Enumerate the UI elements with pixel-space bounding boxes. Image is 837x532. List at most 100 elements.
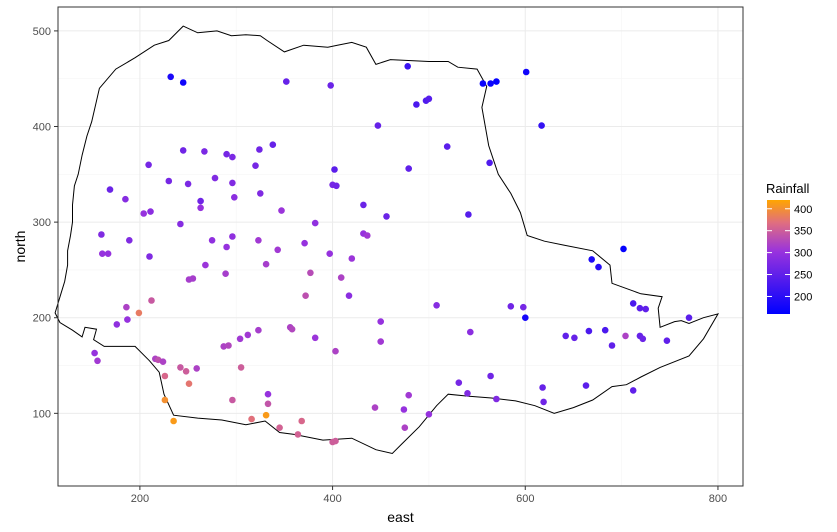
data-point xyxy=(487,80,494,87)
data-point xyxy=(620,245,627,253)
data-point xyxy=(493,395,500,403)
data-point xyxy=(140,210,147,217)
data-point xyxy=(278,207,285,214)
data-point xyxy=(642,305,649,313)
data-point xyxy=(202,261,209,269)
data-point xyxy=(211,174,219,182)
data-point xyxy=(274,246,282,254)
data-point xyxy=(479,80,487,87)
data-point xyxy=(165,177,173,185)
data-point xyxy=(231,194,238,201)
data-point xyxy=(425,411,433,418)
y-axis: 100 200 300 400 500 xyxy=(33,26,58,420)
x-tick-label: 600 xyxy=(516,493,534,505)
data-point xyxy=(167,73,174,81)
data-point xyxy=(113,321,121,328)
legend-title: Rainfall xyxy=(766,181,809,196)
data-point xyxy=(170,417,177,425)
data-point xyxy=(595,263,602,271)
data-point xyxy=(124,316,131,323)
data-point xyxy=(177,220,184,228)
data-point xyxy=(522,68,530,76)
data-point xyxy=(223,243,230,251)
data-point xyxy=(148,297,155,304)
data-point xyxy=(383,213,390,220)
data-point xyxy=(255,237,262,244)
data-point xyxy=(262,411,270,419)
data-point xyxy=(464,390,471,397)
data-point xyxy=(520,303,527,311)
data-point xyxy=(236,335,244,343)
data-point xyxy=(256,146,263,153)
data-point xyxy=(404,63,412,70)
data-point xyxy=(377,338,385,345)
data-point xyxy=(135,309,143,317)
data-point xyxy=(601,326,609,334)
data-point xyxy=(364,232,371,239)
data-point xyxy=(161,372,169,380)
color-legend: Rainfall 200 250 300 350 400 xyxy=(766,181,812,314)
data-point xyxy=(276,424,283,432)
data-point xyxy=(98,231,105,238)
data-point xyxy=(465,211,472,218)
data-point xyxy=(189,275,197,282)
data-point xyxy=(401,424,409,432)
data-point xyxy=(147,208,154,215)
data-point xyxy=(283,78,290,85)
data-point xyxy=(433,302,440,309)
data-point xyxy=(229,396,236,404)
data-point xyxy=(184,180,192,188)
data-point xyxy=(122,195,129,203)
data-point xyxy=(467,328,474,336)
data-point xyxy=(104,250,112,257)
data-point xyxy=(264,400,272,408)
data-point xyxy=(223,150,230,158)
data-point xyxy=(539,384,546,391)
x-tick-label: 400 xyxy=(323,493,341,505)
data-point xyxy=(257,190,264,197)
data-point xyxy=(333,182,340,190)
data-point xyxy=(425,95,433,103)
data-point xyxy=(585,327,593,335)
data-point xyxy=(348,255,356,262)
data-point xyxy=(288,325,296,333)
data-point xyxy=(201,148,208,155)
data-point xyxy=(229,179,236,187)
y-tick-label: 200 xyxy=(33,313,51,325)
data-point xyxy=(106,186,114,193)
panel-border xyxy=(57,6,744,487)
data-point xyxy=(126,237,133,244)
data-point xyxy=(222,270,229,278)
legend-tick-label: 250 xyxy=(794,270,812,282)
data-point xyxy=(663,337,671,345)
data-point xyxy=(400,406,408,413)
data-point xyxy=(146,253,153,260)
data-point xyxy=(197,204,204,212)
data-point xyxy=(208,237,216,244)
legend-ticks: 200 250 300 350 400 xyxy=(767,204,812,303)
legend-tick-label: 300 xyxy=(794,248,812,260)
y-tick-label: 400 xyxy=(33,122,51,134)
data-points xyxy=(91,63,693,446)
data-point xyxy=(255,326,262,334)
data-point xyxy=(685,314,693,322)
data-point xyxy=(371,404,379,411)
data-point xyxy=(159,358,167,366)
data-point xyxy=(244,331,252,339)
data-point xyxy=(588,256,595,263)
legend-colorbar xyxy=(767,200,790,314)
data-point xyxy=(264,390,272,398)
data-point xyxy=(311,219,319,227)
data-point xyxy=(337,274,345,281)
data-point xyxy=(360,201,367,209)
y-tick-label: 500 xyxy=(33,26,51,38)
data-point xyxy=(443,143,451,150)
data-point xyxy=(179,147,187,154)
data-point xyxy=(405,165,413,172)
data-point xyxy=(302,292,309,300)
data-point xyxy=(123,303,130,311)
x-axis-title: east xyxy=(387,509,414,525)
data-point xyxy=(185,380,193,388)
data-point xyxy=(237,364,245,371)
data-point xyxy=(405,391,413,399)
